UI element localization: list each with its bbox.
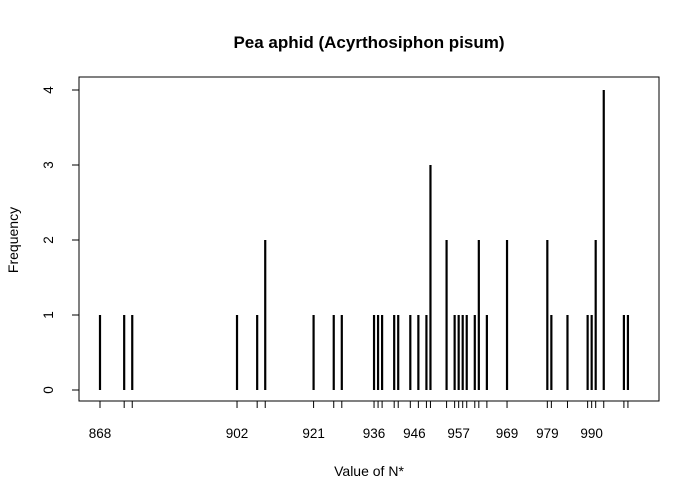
y-tick-label-1: 1 (41, 311, 56, 319)
y-axis: 0 1 2 3 4 (41, 86, 79, 394)
y-tick-label-2: 2 (41, 236, 56, 244)
x-tick-label-969: 969 (496, 426, 519, 441)
x-tick-label-979: 979 (536, 426, 559, 441)
x-tick-label-990: 990 (580, 426, 603, 441)
x-axis-label: Value of N* (334, 463, 404, 479)
x-tick-label-902: 902 (226, 426, 249, 441)
x-axis: 868 902 921 936 946 957 969 979 990 (89, 401, 629, 441)
y-axis-label: Frequency (5, 207, 21, 273)
plot-frame (78, 76, 660, 402)
y-tick-label-4: 4 (41, 86, 56, 94)
x-tick-label-946: 946 (403, 426, 426, 441)
bars (98, 90, 630, 390)
x-tick-label-936: 936 (363, 426, 386, 441)
chart-title: Pea aphid (Acyrthosiphon pisum) (233, 33, 504, 52)
y-tick-label-0: 0 (41, 386, 56, 394)
x-tick-label-957: 957 (447, 426, 470, 441)
x-tick-label-921: 921 (302, 426, 325, 441)
y-tick-label-3: 3 (41, 161, 56, 169)
x-tick-label-868: 868 (89, 426, 112, 441)
